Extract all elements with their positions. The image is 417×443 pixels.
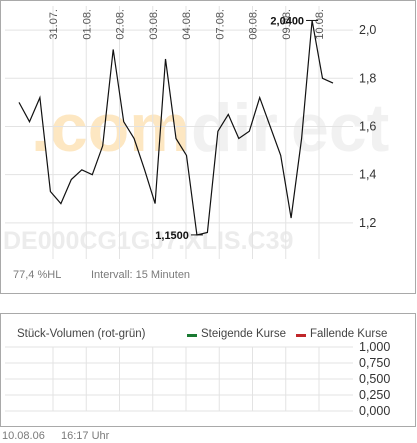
volume-grid xyxy=(5,346,353,412)
y-tick-label: 1,8 xyxy=(359,71,376,85)
volume-y-tick-label: 0,500 xyxy=(359,372,390,386)
y-tick-label: 2,0 xyxy=(359,23,376,37)
falling-swatch xyxy=(296,334,306,337)
y-tick-label: 1,4 xyxy=(359,168,376,182)
watermark-logo-3: ect xyxy=(291,90,389,166)
x-tick-label: 31.07. xyxy=(48,9,60,40)
x-tick-labels: 31.07. 01.08. 02.08. 03.08. 04.08. 07.08. 08.0… xyxy=(48,9,326,40)
watermark-isin: DE000CG1GJ7.XLIS.C39 xyxy=(3,227,293,255)
watermark-logo: .com xyxy=(31,90,190,166)
price-grid xyxy=(5,6,353,259)
footer-time: 16:17 Uhr xyxy=(61,430,110,442)
y-tick-label: 1,2 xyxy=(359,216,376,230)
x-tick-label: 10.08. xyxy=(314,9,326,40)
price-line xyxy=(18,20,334,236)
y-tick-label: 1,6 xyxy=(359,119,376,133)
volume-y-tick-label: 1,000 xyxy=(359,340,390,354)
volume-chart-panel: 1,000 0,750 0,500 0,250 0,000 Stück-Volumen … xyxy=(0,313,416,427)
hl-percentage: 77,4 %HL xyxy=(13,269,62,281)
legend-falling: Fallende Kurse xyxy=(310,328,388,340)
price-annotations: 2,0400 1,1500 xyxy=(155,15,319,242)
volume-y-tick-label: 0,250 xyxy=(359,388,390,402)
x-tick-label: 02.08. xyxy=(115,9,127,40)
volume-chart: 1,000 0,750 0,500 0,250 0,000 xyxy=(5,340,390,418)
high-label: 2,0400 xyxy=(270,15,304,27)
x-tick-label: 08.08. xyxy=(248,9,260,40)
price-chart: .com dir ect DE000CG1GJ7.XLIS.C39 31.07.… xyxy=(3,6,389,259)
x-tick-label: 01.08. xyxy=(81,9,93,40)
volume-y-tick-labels: 1,000 0,750 0,500 0,250 0,000 xyxy=(359,340,390,418)
x-tick-label: 04.08. xyxy=(181,9,193,40)
legend-rising: Steigende Kurse xyxy=(201,328,287,340)
volume-title: Stück-Volumen (rot-grün) xyxy=(17,328,146,340)
interval-label: Intervall: 15 Minuten xyxy=(91,269,191,281)
volume-y-tick-label: 0,750 xyxy=(359,356,390,370)
y-tick-labels: 2,0 1,8 1,6 1,4 1,2 xyxy=(359,23,376,230)
x-tick-label: 03.08. xyxy=(148,9,160,40)
price-chart-panel: .com dir ect DE000CG1GJ7.XLIS.C39 31.07.… xyxy=(0,0,416,294)
x-tick-label: 07.08. xyxy=(214,9,226,40)
footer-date: 10.08.06 xyxy=(2,430,45,442)
low-label: 1,1500 xyxy=(155,230,189,242)
x-tick-label: 09.08. xyxy=(281,9,293,40)
volume-y-tick-label: 0,000 xyxy=(359,404,390,418)
rising-swatch xyxy=(187,334,197,337)
